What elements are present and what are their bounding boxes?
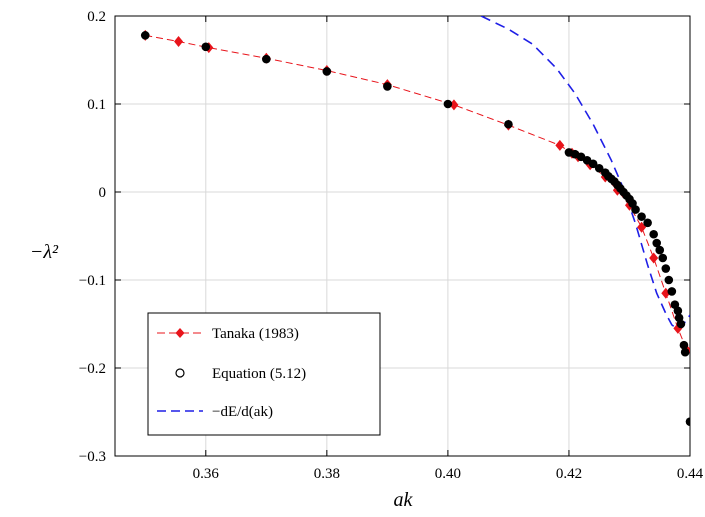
tanaka-point (174, 36, 184, 48)
y-tick-label: −0.1 (79, 273, 106, 289)
equation-point (262, 54, 271, 64)
equation-point (594, 163, 604, 173)
equation-point (661, 264, 671, 273)
legend-swatch-equation-circle (175, 368, 185, 378)
equation-point (322, 67, 332, 76)
x-tick-label: 0.44 (677, 466, 704, 482)
plot-area (140, 16, 690, 426)
equation-point (631, 205, 640, 214)
legend-entry-tanaka: Tanaka (1983) (157, 326, 299, 342)
equation-point (637, 212, 646, 221)
y-tick-label: 0.1 (87, 97, 106, 113)
legend-label-energy: −dE/d(ak) (212, 404, 273, 420)
tanaka-point (555, 139, 565, 151)
equation-point (649, 229, 658, 239)
tanaka-point (649, 252, 659, 264)
y-tick-label: −0.3 (79, 449, 106, 465)
equation-point (664, 275, 674, 285)
legend-label-tanaka: Tanaka (1983) (212, 326, 299, 342)
y-tick-labels: 0.2 0.1 0 −0.1 −0.2 −0.3 (79, 9, 106, 465)
x-tick-label: 0.36 (193, 466, 220, 482)
x-tick-label: 0.40 (435, 466, 461, 482)
equation-point (140, 31, 150, 40)
equation-point (652, 238, 662, 248)
x-tick-labels: 0.36 0.38 0.40 0.42 0.44 (193, 466, 704, 482)
equation-point (643, 218, 652, 228)
x-tick-label: 0.38 (314, 466, 340, 482)
plot-frame (114, 15, 691, 457)
equation-point (588, 159, 598, 169)
equation-point (679, 340, 689, 350)
series-line-tanaka (145, 34, 688, 351)
legend-swatch-tanaka-diamond (175, 328, 185, 338)
axis-ticks (115, 15, 691, 457)
equation-point (383, 82, 392, 91)
equation-point (504, 119, 513, 129)
series-line-energy-derivative (480, 16, 690, 331)
y-axis-label: −λ² (30, 241, 59, 263)
equation-point (680, 347, 690, 357)
equation-point (655, 245, 665, 255)
x-tick-label: 0.42 (556, 466, 582, 482)
equation-point (201, 42, 211, 52)
equation-point (676, 319, 686, 329)
y-tick-label: 0.2 (87, 9, 106, 25)
y-tick-label: −0.2 (79, 361, 106, 377)
legend: Tanaka (1983) Equation (5.12) −dE/d(ak) (147, 312, 381, 436)
equation-point (685, 417, 690, 426)
legend-label-equation: Equation (5.12) (212, 366, 306, 382)
legend-entry-energy-derivative: −dE/d(ak) (157, 404, 273, 420)
equation-point (658, 253, 668, 263)
equation-point (673, 306, 683, 316)
equation-point (667, 287, 677, 296)
legend-entry-equation: Equation (5.12) (175, 366, 306, 382)
y-tick-label: 0 (99, 185, 107, 201)
x-axis-label: ak (394, 489, 414, 511)
equation-point (443, 99, 453, 109)
